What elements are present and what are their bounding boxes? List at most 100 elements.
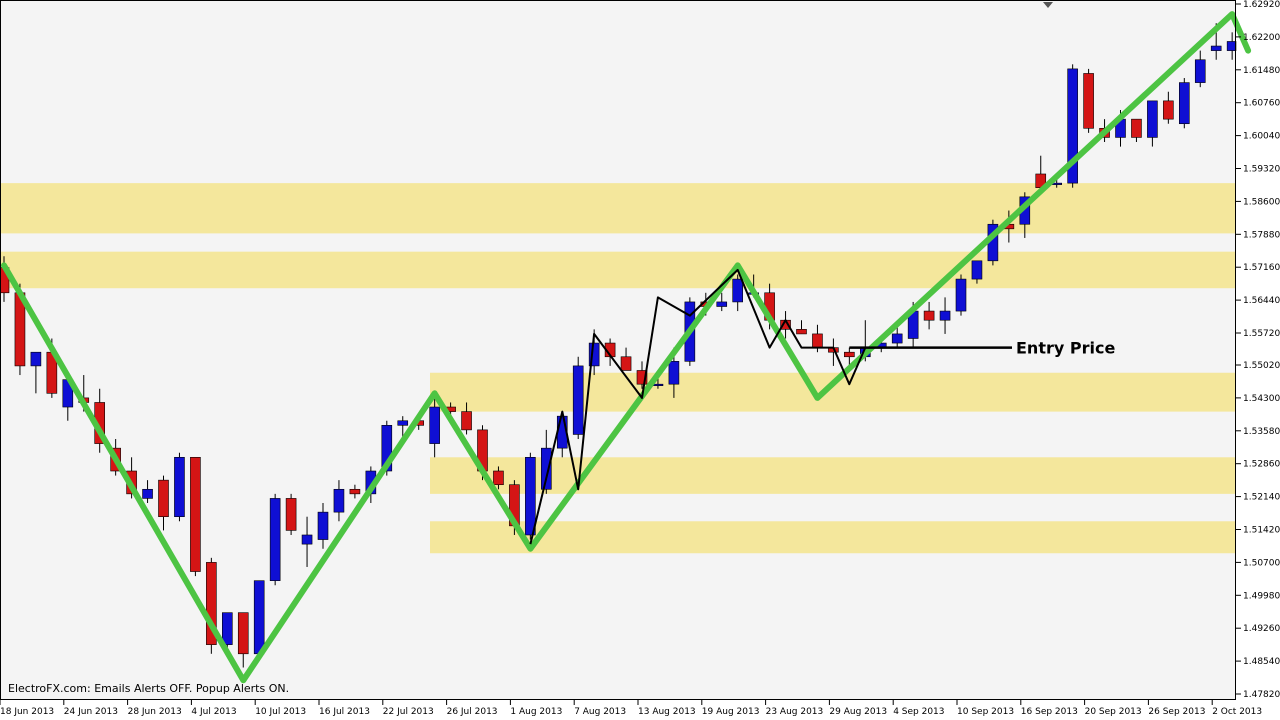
date-tick-label: 10 Sep 2013 [957, 707, 1014, 717]
candle [493, 466, 504, 490]
price-tick-label: 1.61480 [1243, 66, 1280, 76]
zone-band [430, 372, 1236, 412]
candle-body [844, 351, 855, 358]
candle [285, 493, 297, 535]
candle [1083, 68, 1094, 133]
candle-body [620, 356, 632, 371]
price-tick-label: 1.62920 [1243, 0, 1280, 10]
candle-body [668, 361, 680, 385]
date-tick-label: 26 Jul 2013 [447, 707, 498, 717]
candle [1147, 100, 1158, 147]
price-tick-label: 1.48540 [1243, 657, 1280, 667]
candle [30, 351, 42, 394]
candle-body [955, 278, 967, 312]
candle [333, 480, 345, 522]
candle-body [1131, 118, 1142, 138]
candle-body [222, 612, 233, 645]
zone-band [0, 183, 1236, 234]
candles-layer [0, 23, 1237, 668]
candle-body [540, 447, 552, 490]
candle [142, 480, 153, 503]
candle [891, 324, 903, 348]
candle-body [253, 580, 265, 655]
date-tick-label: 22 Jul 2013 [383, 707, 434, 717]
candle [206, 557, 217, 654]
candle [1131, 118, 1142, 142]
candle-body [891, 333, 903, 344]
shift-marker-icon [1043, 2, 1053, 8]
price-tick-label: 1.57880 [1243, 230, 1280, 240]
candle-body [1163, 100, 1174, 120]
price-tick-label: 1.56440 [1243, 296, 1280, 306]
candle [174, 452, 185, 522]
candle [1194, 50, 1206, 88]
candle-body [652, 383, 664, 386]
candle [237, 612, 249, 668]
candle [1179, 78, 1190, 129]
price-tick-label: 1.55020 [1243, 361, 1280, 371]
candle-body [174, 456, 185, 518]
candle-body [269, 498, 281, 581]
candle [572, 356, 584, 440]
price-tick-label: 1.49980 [1243, 591, 1280, 601]
date-tick-label: 26 Sep 2013 [1148, 707, 1205, 717]
candle-body [237, 612, 249, 655]
zone-band [430, 457, 1236, 494]
candle-body [636, 370, 648, 385]
price-tick-label: 1.59320 [1243, 165, 1280, 175]
candle-body [317, 511, 329, 540]
candle [620, 347, 632, 371]
candle-body [349, 488, 361, 495]
candle-body [1147, 100, 1158, 138]
price-tick-label: 1.52140 [1243, 493, 1280, 503]
candle [1163, 91, 1174, 124]
zone-band [0, 251, 1236, 289]
candle-body [1179, 82, 1190, 125]
date-tick-label: 13 Aug 2013 [638, 707, 696, 717]
candle-body [461, 411, 472, 431]
footer-status: ElectroFX.com: Emails Alerts OFF. Popup … [8, 682, 289, 695]
candle-body [285, 498, 297, 531]
candle-body [429, 406, 440, 444]
candle-body [732, 278, 744, 303]
date-tick-label: 16 Sep 2013 [1021, 707, 1078, 717]
price-axis: 1.62920 1.62200 1.61480 1.60760 1.60040 1.593… [1236, 0, 1280, 700]
candle-body [158, 479, 169, 518]
candle [923, 301, 935, 330]
candle [636, 361, 648, 389]
date-tick-label: 4 Sep 2013 [893, 707, 944, 717]
candle-body [939, 310, 951, 321]
candle-body [716, 301, 728, 307]
candle-body [796, 329, 807, 335]
candle-body [1210, 45, 1222, 51]
price-tick-label: 1.50700 [1243, 558, 1280, 568]
candle [540, 429, 552, 494]
candle [796, 320, 807, 335]
entry-price-label: Entry Price [1016, 339, 1115, 358]
candle-body [190, 456, 201, 572]
price-tick-label: 1.51420 [1243, 525, 1280, 535]
date-tick-label: 1 Aug 2013 [510, 707, 562, 717]
candle [1067, 64, 1078, 188]
candle-body [206, 562, 217, 645]
plot-frame [0, 0, 1236, 700]
candle [716, 292, 728, 312]
candle-body [971, 260, 983, 280]
candle [397, 416, 409, 440]
price-tick-label: 1.53580 [1243, 427, 1280, 437]
date-tick-label: 16 Jul 2013 [319, 707, 370, 717]
price-tick-label: 1.54300 [1243, 394, 1280, 404]
price-tick-label: 1.47820 [1243, 690, 1280, 700]
price-tick-label: 1.52860 [1243, 460, 1280, 470]
date-tick-label: 20 Sep 2013 [1085, 707, 1142, 717]
candle-body [572, 365, 584, 435]
candle-body [397, 420, 409, 426]
price-tick-label: 1.49260 [1243, 624, 1280, 634]
price-tick-label: 1.62200 [1243, 33, 1280, 43]
date-tick-label: 18 Jun 2013 [0, 707, 54, 717]
zigzag-main-line [1, 11, 1252, 684]
candle-body [812, 333, 823, 348]
candle [429, 397, 440, 458]
candle [158, 475, 169, 531]
